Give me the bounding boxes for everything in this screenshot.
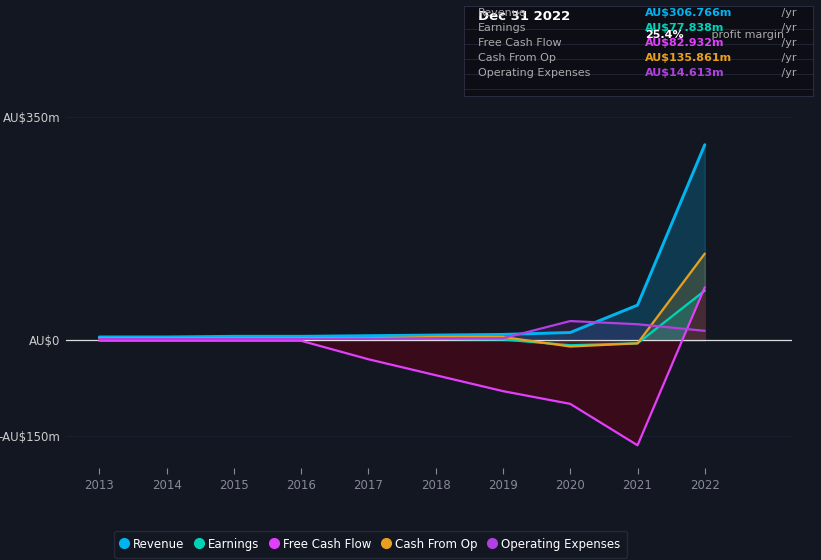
Text: /yr: /yr <box>778 53 796 63</box>
Text: AU$82.932m: AU$82.932m <box>645 38 725 48</box>
Text: AU$135.861m: AU$135.861m <box>645 53 732 63</box>
Text: 25.4%: 25.4% <box>645 30 684 40</box>
Text: AU$306.766m: AU$306.766m <box>645 8 732 18</box>
Text: /yr: /yr <box>778 8 796 18</box>
Text: Earnings: Earnings <box>478 23 526 33</box>
Text: /yr: /yr <box>778 38 796 48</box>
Text: AU$77.838m: AU$77.838m <box>645 23 725 33</box>
Text: /yr: /yr <box>778 68 796 77</box>
Text: /yr: /yr <box>778 23 796 33</box>
Text: Cash From Op: Cash From Op <box>478 53 556 63</box>
Text: profit margin: profit margin <box>708 30 784 40</box>
Legend: Revenue, Earnings, Free Cash Flow, Cash From Op, Operating Expenses: Revenue, Earnings, Free Cash Flow, Cash … <box>114 531 627 558</box>
Text: Free Cash Flow: Free Cash Flow <box>478 38 562 48</box>
Text: Operating Expenses: Operating Expenses <box>478 68 590 77</box>
Text: AU$14.613m: AU$14.613m <box>645 68 725 77</box>
Text: Dec 31 2022: Dec 31 2022 <box>478 11 570 24</box>
Text: Revenue: Revenue <box>478 8 526 18</box>
